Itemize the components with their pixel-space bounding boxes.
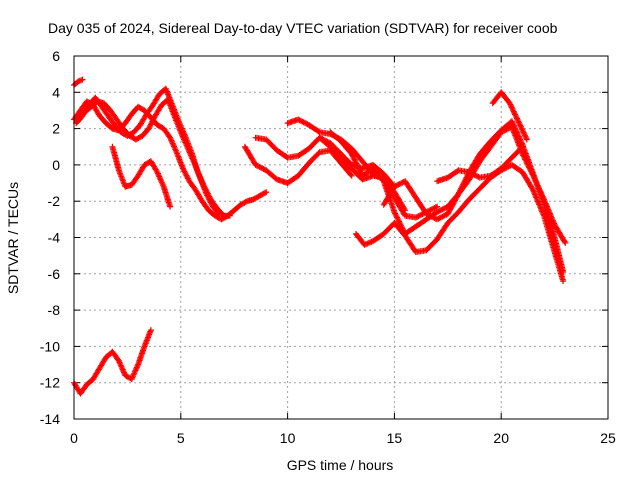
series-arc-7: [241, 143, 355, 186]
data-point: [434, 203, 441, 210]
grid: [74, 56, 608, 419]
series-arc-2: [71, 76, 86, 88]
y-tick-label: 0: [52, 157, 60, 173]
data-point: [561, 238, 568, 245]
data-point: [560, 278, 567, 285]
y-tick-label: 4: [52, 84, 60, 100]
data-point: [471, 171, 478, 178]
x-tick-label: 0: [70, 430, 78, 446]
data-point: [147, 327, 154, 334]
series-arc-10: [316, 134, 441, 221]
data-point: [562, 239, 569, 246]
series-arc-15: [489, 89, 530, 143]
data-point: [518, 144, 525, 151]
data-point: [518, 139, 525, 146]
data-point: [436, 207, 443, 214]
series-arc-5: [109, 143, 174, 210]
data-point: [79, 76, 86, 83]
data-point: [519, 143, 526, 150]
y-tick-label: 6: [52, 48, 60, 64]
y-tick-label: -2: [48, 193, 61, 209]
data-point: [513, 114, 520, 121]
x-tick-label: 10: [280, 430, 296, 446]
series-arc-14: [434, 143, 526, 185]
series-arc-13: [380, 118, 567, 275]
data-point: [456, 188, 463, 195]
data-point: [348, 172, 355, 179]
data-point: [352, 159, 359, 166]
y-tick-label: -4: [48, 230, 61, 246]
data-point: [226, 212, 233, 219]
data-point: [515, 118, 522, 125]
data-point: [523, 136, 530, 143]
y-tick-label: 2: [52, 121, 60, 137]
x-axis-title: GPS time / hours: [287, 457, 394, 473]
data-point: [263, 189, 270, 196]
data-point: [418, 211, 425, 218]
data-point: [215, 209, 222, 216]
y-axis-title: SDTVAR / TECUs: [5, 182, 21, 294]
axis-ticks: 0 5 10 15 20 25 -14 -12 -10 -8 -6 -4 -2 0 2 4 6: [40, 48, 616, 446]
data-point: [529, 186, 536, 192]
data-point: [253, 162, 260, 169]
y-tick-label: -8: [48, 302, 61, 318]
y-tick-label: -6: [48, 266, 61, 282]
x-tick-label: 25: [600, 430, 616, 446]
data-point: [262, 189, 268, 196]
data-point: [560, 269, 567, 275]
data-point: [513, 128, 520, 135]
y-tick-label: -14: [40, 411, 60, 427]
x-tick-label: 15: [387, 430, 403, 446]
data-point: [315, 128, 322, 135]
data-point: [432, 204, 439, 211]
series-arc-6: [71, 327, 154, 397]
data-point: [347, 171, 354, 178]
data-point: [167, 203, 174, 210]
series-arc-4: [75, 96, 223, 217]
data-point: [354, 163, 361, 170]
chart-title: Day 035 of 2024, Sidereal Day-to-day VTE…: [48, 20, 558, 36]
data-series: [71, 76, 569, 397]
x-tick-label: 5: [177, 430, 185, 446]
data-point: [216, 210, 223, 217]
y-tick-label: -12: [40, 375, 60, 391]
plot-frame: [73, 55, 609, 420]
y-tick-label: -10: [40, 338, 60, 354]
data-point: [395, 217, 402, 224]
data-point: [393, 213, 400, 220]
x-tick-label: 20: [493, 430, 509, 446]
